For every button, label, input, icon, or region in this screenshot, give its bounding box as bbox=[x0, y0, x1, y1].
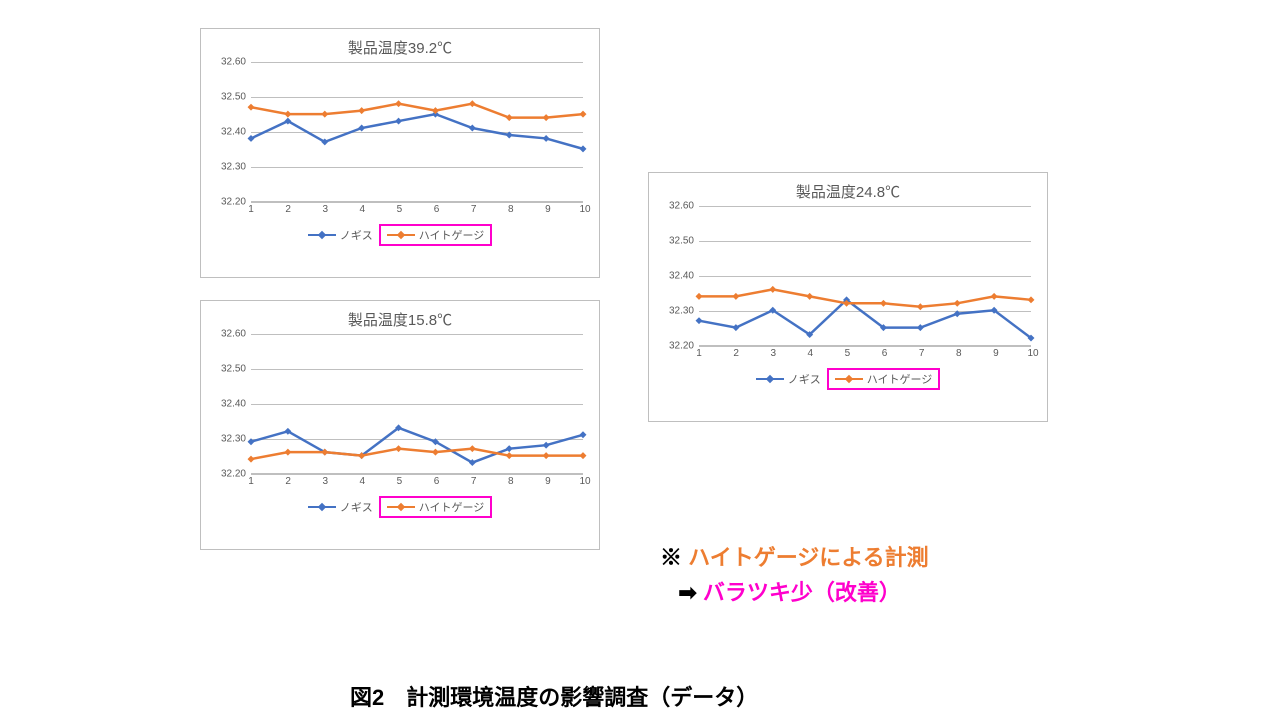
legend-label-nogisu: ノギス bbox=[340, 499, 373, 515]
x-axis: 12345678910 bbox=[251, 202, 583, 220]
legend-height-highlight: ハイトゲージ bbox=[827, 368, 941, 390]
chart-title: 製品温度39.2℃ bbox=[201, 29, 599, 62]
legend-label-nogisu: ノギス bbox=[788, 371, 821, 387]
chart-title: 製品温度24.8℃ bbox=[649, 173, 1047, 206]
figure-caption: 図2 計測環境温度の影響調査（データ） bbox=[350, 680, 758, 712]
annotation-line2: バラツキ少（改善） bbox=[703, 580, 901, 605]
swatch-nogisu-icon bbox=[308, 502, 336, 512]
swatch-height-icon bbox=[835, 374, 863, 384]
legend: ノギス ハイトゲージ bbox=[649, 364, 1047, 400]
annotation-block: ※ ハイトゲージによる計測 ➡ バラツキ少（改善） bbox=[660, 540, 929, 610]
plot-area: 32.2032.3032.4032.5032.60 bbox=[251, 62, 583, 202]
legend: ノギス ハイトゲージ bbox=[201, 492, 599, 528]
swatch-nogisu-icon bbox=[308, 230, 336, 240]
chart-title: 製品温度15.8℃ bbox=[201, 301, 599, 334]
x-axis: 12345678910 bbox=[251, 474, 583, 492]
legend-nogisu: ノギス bbox=[308, 499, 373, 515]
chart-15: 製品温度15.8℃ 32.2032.3032.4032.5032.60 1234… bbox=[200, 300, 600, 550]
legend-height-highlight: ハイトゲージ bbox=[379, 496, 493, 518]
swatch-height-icon bbox=[387, 230, 415, 240]
legend-nogisu: ノギス bbox=[756, 371, 821, 387]
x-axis: 12345678910 bbox=[699, 346, 1031, 364]
plot-area: 32.2032.3032.4032.5032.60 bbox=[699, 206, 1031, 346]
legend-label-nogisu: ノギス bbox=[340, 227, 373, 243]
plot-area: 32.2032.3032.4032.5032.60 bbox=[251, 334, 583, 474]
legend-height-highlight: ハイトゲージ bbox=[379, 224, 493, 246]
legend-nogisu: ノギス bbox=[308, 227, 373, 243]
annotation-prefix: ※ bbox=[660, 545, 682, 570]
legend: ノギス ハイトゲージ bbox=[201, 220, 599, 256]
chart-39: 製品温度39.2℃ 32.2032.3032.4032.5032.60 1234… bbox=[200, 28, 600, 278]
annotation-line1: ハイトゲージによる計測 bbox=[688, 545, 928, 570]
chart-24: 製品温度24.8℃ 32.2032.3032.4032.5032.60 1234… bbox=[648, 172, 1048, 422]
legend-label-height: ハイトゲージ bbox=[867, 371, 933, 387]
swatch-nogisu-icon bbox=[756, 374, 784, 384]
legend-label-height: ハイトゲージ bbox=[419, 499, 485, 515]
annotation-arrow-icon: ➡ bbox=[678, 580, 696, 605]
swatch-height-icon bbox=[387, 502, 415, 512]
legend-label-height: ハイトゲージ bbox=[419, 227, 485, 243]
